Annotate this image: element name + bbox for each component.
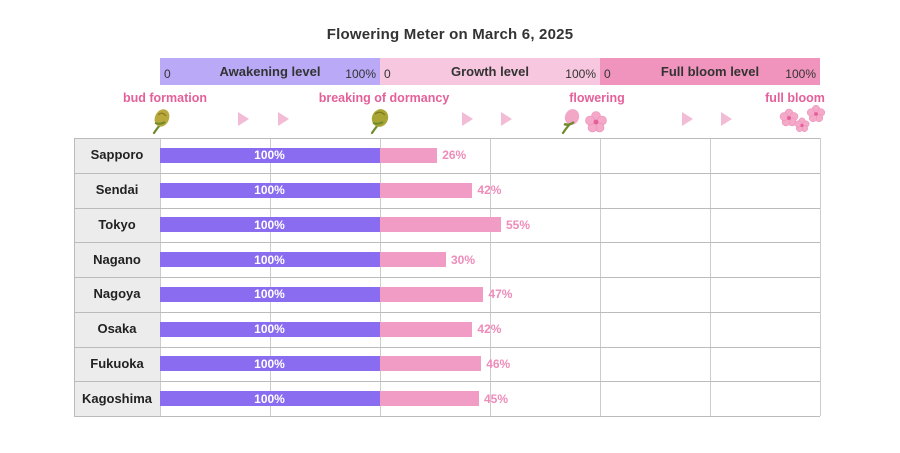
category-label: Nagoya [93, 286, 141, 302]
growth-value-label: 30% [451, 252, 476, 267]
awakening-value-label: 100% [254, 183, 285, 198]
progress-arrow-icon [278, 112, 289, 126]
awakening-value-label: 100% [254, 322, 285, 337]
growth-level-label: Growth level [450, 64, 530, 79]
stage-flowering: flowering [569, 91, 625, 105]
bud-icon [152, 109, 170, 135]
awakening-bar [160, 217, 380, 233]
awakening-level-max: 100% [345, 67, 376, 81]
cherry-blossom-icon [585, 111, 607, 133]
awakening-bar [160, 182, 380, 198]
growth-value-label: 42% [477, 183, 502, 198]
awakening-value-label: 100% [254, 391, 285, 406]
growth-value-label: 55% [506, 217, 531, 232]
awakening-bar [160, 252, 380, 268]
swollen-bud-icon [370, 109, 389, 135]
growth-bar [380, 321, 473, 337]
progress-arrow-icon [682, 112, 693, 126]
awakening-value-label: 100% [254, 287, 285, 302]
awakening-bar [160, 356, 380, 372]
category-label: Kagoshima [81, 390, 153, 406]
awakening-bar [160, 391, 380, 407]
awakening-level-min: 0 [164, 67, 171, 81]
growth-bar [380, 252, 446, 268]
stage-full-bloom: full bloom [765, 91, 825, 105]
growth-value-label: 45% [484, 391, 509, 406]
progress-arrow-icon [238, 112, 249, 126]
awakening-value-label: 100% [254, 356, 285, 371]
growth-bar [380, 356, 482, 372]
category-label: Osaka [97, 321, 137, 337]
awakening-bar [160, 286, 380, 302]
growth-bar [380, 182, 473, 198]
full-bloom-level-min: 0 [604, 67, 611, 81]
growth-value-label: 46% [486, 356, 511, 371]
growth-bar [380, 391, 479, 407]
progress-arrow-icon [501, 112, 512, 126]
awakening-bar [160, 321, 380, 337]
full-bloom-flowers-icon [779, 104, 826, 132]
growth-bar [380, 147, 438, 163]
full-bloom-level-max: 100% [785, 67, 816, 81]
growth-level-band: 0 Growth level 100% [380, 58, 600, 85]
growth-value-label: 47% [488, 287, 513, 302]
awakening-value-label: 100% [254, 252, 285, 267]
growth-level-min: 0 [384, 67, 391, 81]
growth-bar [380, 217, 501, 233]
category-label: Sapporo [90, 147, 144, 163]
chart-title: Flowering Meter on March 6, 2025 [326, 26, 574, 43]
awakening-level-band: 0 Awakening level 100% [160, 58, 380, 85]
growth-level-max: 100% [565, 67, 596, 81]
progress-arrow-icon [462, 112, 473, 126]
full-bloom-level-band: 0 Full bloom level 100% [600, 58, 820, 85]
full-bloom-level-label: Full bloom level [660, 64, 760, 79]
progress-arrow-icon [721, 112, 732, 126]
category-label: Tokyo [98, 216, 136, 232]
awakening-value-label: 100% [254, 217, 285, 232]
stage-breaking-of-dormancy: breaking of dormancy [318, 91, 450, 105]
category-label: Fukuoka [90, 355, 144, 371]
growth-value-label: 26% [442, 148, 467, 163]
flower-bud-icon [561, 109, 580, 135]
awakening-bar [160, 147, 380, 163]
category-label: Sendai [95, 182, 139, 198]
growth-bar [380, 286, 484, 302]
growth-value-label: 42% [477, 322, 502, 337]
stage-bud-formation: bud formation [122, 91, 208, 105]
category-label: Nagano [93, 251, 141, 267]
awakening-level-label: Awakening level [219, 64, 321, 79]
awakening-value-label: 100% [254, 148, 285, 163]
